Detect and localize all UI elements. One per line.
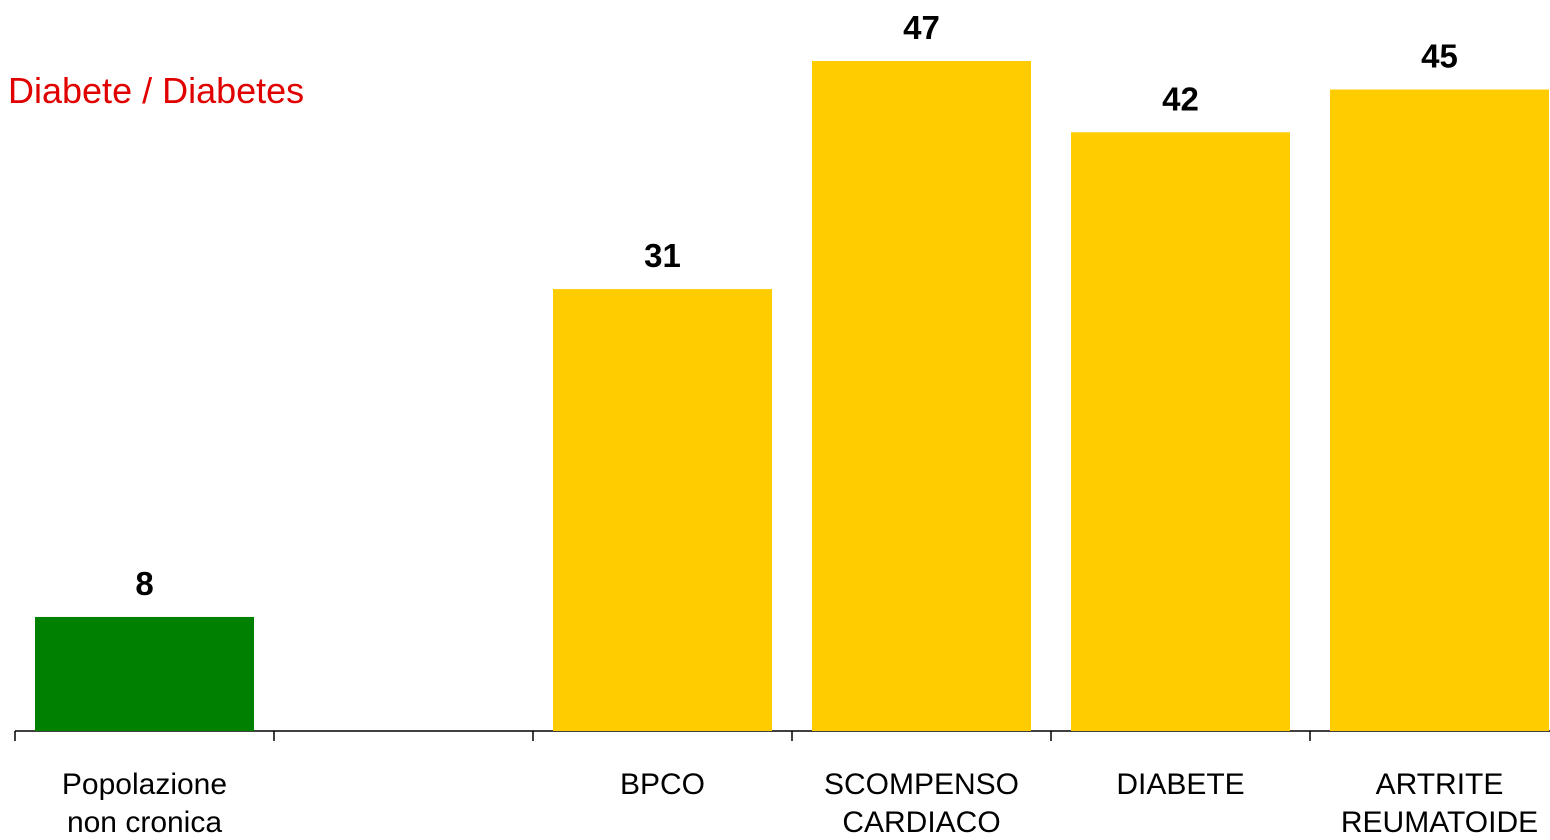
chart-title: Diabete / Diabetes <box>8 70 304 111</box>
x-tick-labels: Popolazione non cronica BPCO SCOMPENSO CARDI… <box>62 768 1538 839</box>
x-tick-label: REUMATOIDE <box>1341 806 1538 839</box>
bar <box>1330 89 1549 732</box>
data-label: 47 <box>903 9 940 46</box>
x-tick-label: SCOMPENSO <box>824 768 1019 801</box>
bars <box>35 61 1549 732</box>
x-tick-label: Popolazione <box>62 768 227 801</box>
bar <box>1071 132 1290 731</box>
x-tick-label: DIABETE <box>1116 768 1244 801</box>
bar <box>812 61 1031 731</box>
x-tick-label: BPCO <box>620 768 705 801</box>
x-tick-label: non cronica <box>67 806 222 839</box>
data-label: 8 <box>135 565 153 602</box>
data-label: 42 <box>1162 80 1199 117</box>
x-tick-label: ARTRITE <box>1376 768 1504 801</box>
bar <box>553 289 772 731</box>
x-axis-ticks <box>14 731 1311 741</box>
data-label: 45 <box>1421 38 1458 75</box>
x-tick-label: CARDIACO <box>842 806 1000 839</box>
data-labels: 8 31 47 42 45 <box>135 9 1458 602</box>
data-label: 31 <box>644 237 681 274</box>
bar <box>35 616 254 731</box>
